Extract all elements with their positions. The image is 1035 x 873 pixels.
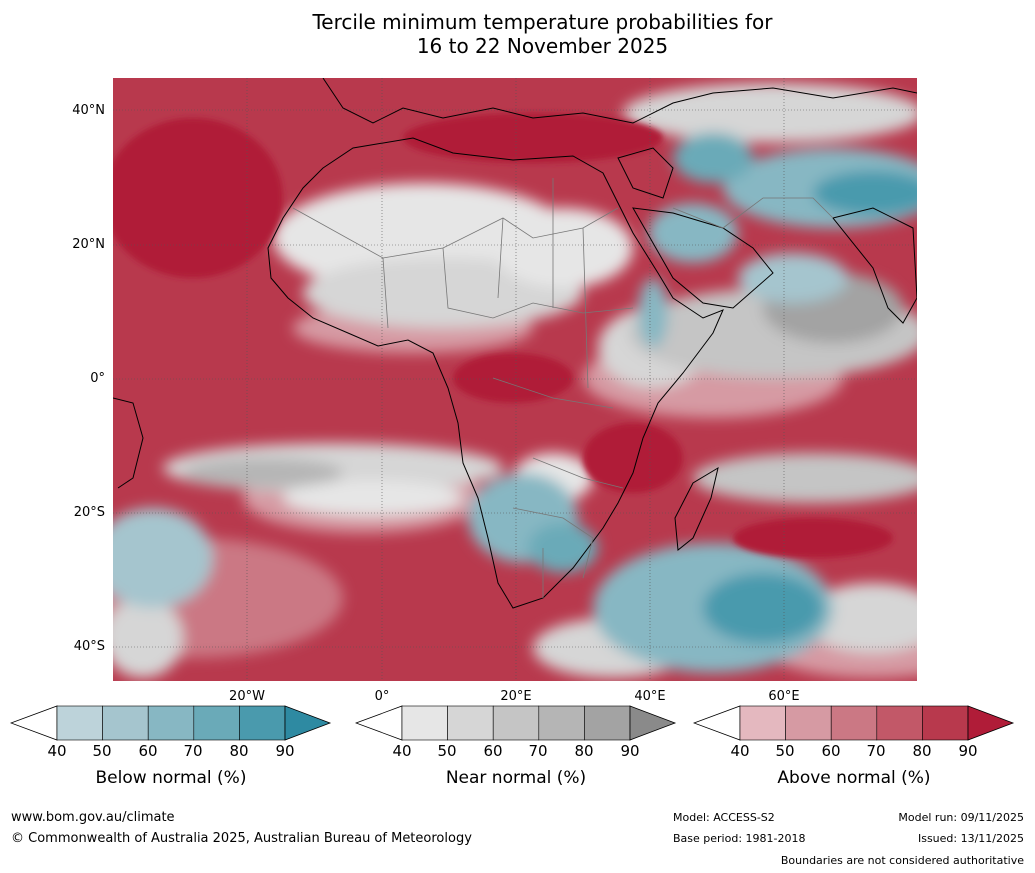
colorbar-low-extension (10, 705, 58, 741)
colorbar-low-extension (355, 705, 403, 741)
colorbar-high-extension (629, 705, 677, 741)
lon-label-0: 0° (374, 689, 390, 704)
colorbar-tick: 40 (47, 742, 67, 760)
colorbar-tick: 90 (958, 742, 978, 760)
colorbar-below-normal (10, 705, 332, 741)
base-period: Base period: 1981-2018 (673, 832, 806, 845)
colorbar-tick: 80 (574, 742, 594, 760)
colorbar-above-normal (693, 705, 1015, 741)
lon-label-20e: 20°E (500, 689, 532, 704)
lat-label-equator: 0° (90, 371, 105, 386)
boundaries-disclaimer: Boundaries are not considered authoritat… (780, 854, 1024, 867)
issued-date: Issued: 13/11/2025 (917, 832, 1024, 845)
colorbar-segment (239, 705, 286, 741)
colorbar-high-extension (284, 705, 332, 741)
lon-label-40e: 40°E (634, 689, 666, 704)
africa-coastline (267, 137, 724, 609)
lat-label-40s: 40°S (73, 639, 105, 654)
colorbar-segment (830, 705, 878, 741)
colorbar-below-label: Below normal (%) (95, 768, 247, 788)
colorbar-segment (447, 705, 494, 741)
colorbar-near-label: Near normal (%) (445, 768, 587, 788)
lon-label-60e: 60°E (768, 689, 800, 704)
arabia-coastline (632, 207, 774, 309)
colorbar-tick: 40 (392, 742, 412, 760)
website-link[interactable]: www.bom.gov.au/climate (11, 810, 175, 825)
colorbar-segment (922, 705, 969, 741)
colorbar-tick: 40 (730, 742, 750, 760)
europe-coastline (322, 78, 917, 124)
title-line-1: Tercile minimum temperature probabilitie… (312, 10, 773, 34)
colorbar-near-normal (355, 705, 677, 741)
colorbar-tick: 60 (138, 742, 158, 760)
colorbar-high-extension (967, 705, 1015, 741)
map-title: Tercile minimum temperature probabilitie… (0, 10, 1035, 58)
mediterranean-east-coast (617, 147, 674, 199)
colorbar-tick: 90 (275, 742, 295, 760)
colorbar-tick: 50 (775, 742, 795, 760)
lat-label-20s: 20°S (73, 505, 105, 520)
colorbar-segment (492, 705, 540, 741)
colorbar-tick: 60 (821, 742, 841, 760)
colorbar-segment (193, 705, 240, 741)
colorbar-tick: 80 (912, 742, 932, 760)
madagascar-coastline (674, 466, 719, 551)
colorbar-segment (739, 705, 786, 741)
colorbar-tick: 90 (620, 742, 640, 760)
india-coastline (832, 207, 917, 324)
copyright-text: © Commonwealth of Australia 2025, Austra… (11, 831, 472, 846)
south-america-coastline (113, 397, 144, 489)
title-line-2: 16 to 22 November 2025 (416, 34, 669, 58)
colorbar-tick: 60 (483, 742, 503, 760)
colorbar-tick: 70 (866, 742, 886, 760)
colorbar-segment (584, 705, 631, 741)
colorbar-segment (102, 705, 149, 741)
colorbar-tick: 70 (183, 742, 203, 760)
colorbar-segment (401, 705, 448, 741)
lat-label-40n: 40°N (72, 103, 105, 118)
colorbar-low-extension (693, 705, 741, 741)
colorbar-segment (876, 705, 923, 741)
colorbar-segment (538, 705, 585, 741)
lon-label-20w: 20°W (229, 689, 265, 704)
colorbar-segment (56, 705, 103, 741)
probability-map (113, 78, 917, 681)
colorbar-segment (147, 705, 195, 741)
model-run-date: Model run: 09/11/2025 (898, 811, 1024, 824)
colorbar-tick: 80 (229, 742, 249, 760)
colorbar-tick: 50 (92, 742, 112, 760)
colorbar-tick: 70 (528, 742, 548, 760)
lat-label-20n: 20°N (72, 237, 105, 252)
colorbar-above-label: Above normal (%) (777, 768, 931, 788)
map-svg (113, 78, 917, 681)
colorbar-tick: 50 (437, 742, 457, 760)
colorbar-segment (785, 705, 832, 741)
model-name: Model: ACCESS-S2 (673, 811, 775, 824)
